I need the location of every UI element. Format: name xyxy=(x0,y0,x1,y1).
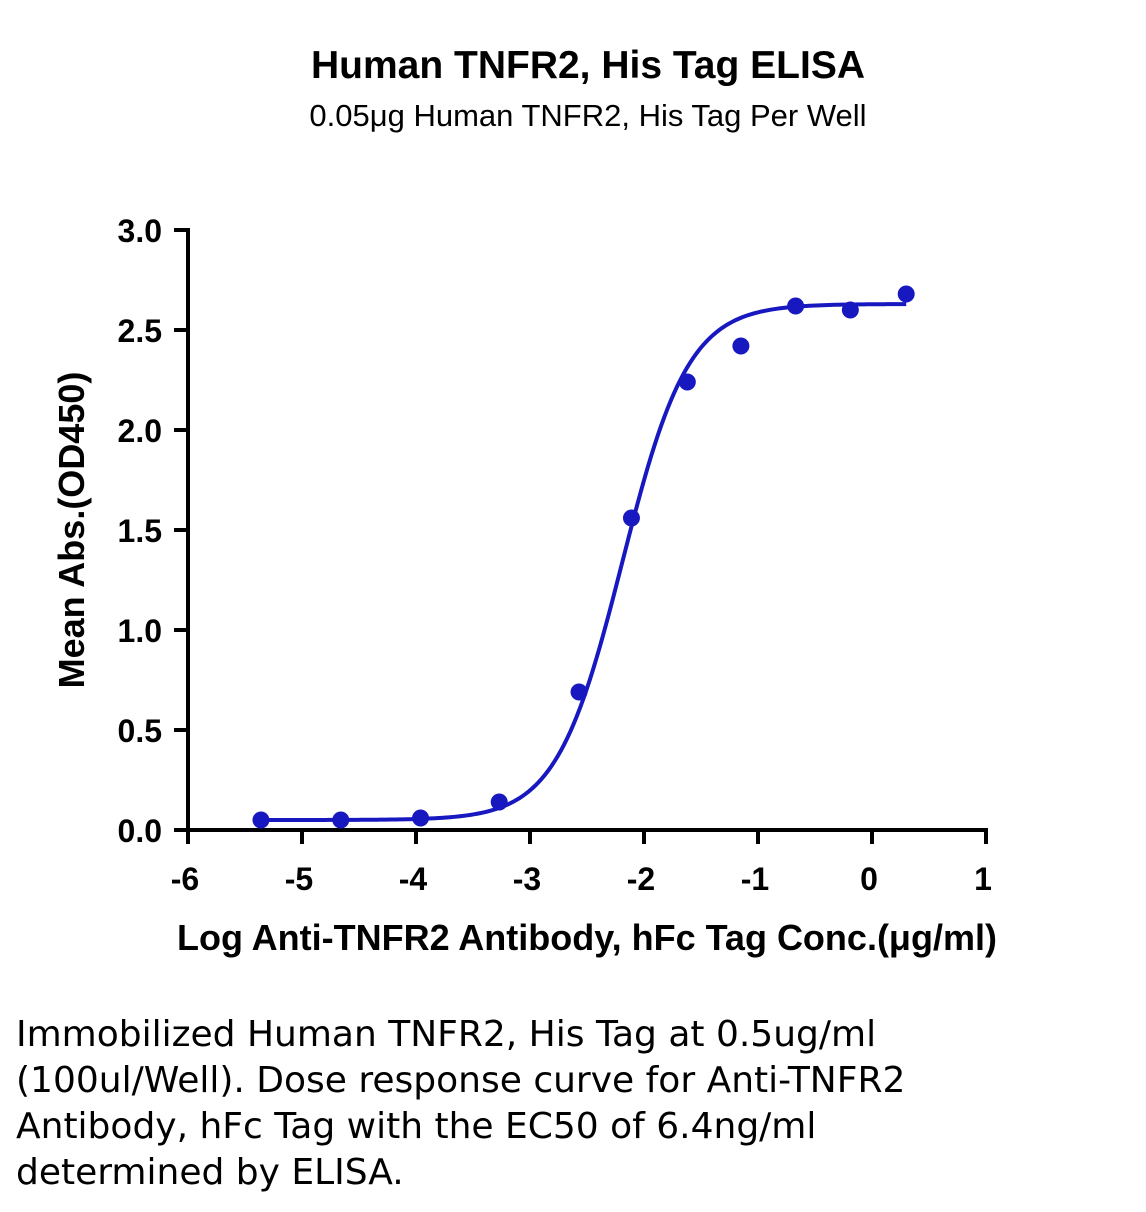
y-tick-label: 1.0 xyxy=(118,613,162,649)
ticks: -6 -5 -4 -3 -2 -1 0 1 0.0 0.5 1.0 1.5 2.0 2.5 3.0 xyxy=(118,213,992,897)
x-tick-label: -3 xyxy=(513,861,541,897)
data-point xyxy=(332,811,350,829)
y-tick-label: 3.0 xyxy=(118,213,162,249)
data-point xyxy=(732,337,750,355)
data-point xyxy=(252,811,270,829)
elisa-chart: -6 -5 -4 -3 -2 -1 0 1 0.0 0.5 1.0 1.5 2.0 2.5 3.0 Log … xyxy=(51,213,997,958)
caption-text: Immobilized Human TNFR2, His Tag at 0.5u… xyxy=(16,1014,906,1193)
x-tick-label: -1 xyxy=(741,861,769,897)
fit-curve xyxy=(260,302,907,822)
data-point xyxy=(841,301,859,319)
x-tick-label: -5 xyxy=(285,861,313,897)
y-axis-label: Mean Abs.(OD450) xyxy=(51,372,92,689)
chart-title: Human TNFR2, His Tag ELISA xyxy=(311,44,865,87)
x-tick-label: 1 xyxy=(974,861,992,897)
data-points xyxy=(252,285,915,829)
data-point xyxy=(490,793,508,811)
fit-curve-group xyxy=(260,302,907,822)
y-tick-label: 2.5 xyxy=(118,313,162,349)
axes xyxy=(186,228,988,832)
data-point xyxy=(678,373,696,391)
y-tick-label: 2.0 xyxy=(118,413,162,449)
x-tick-label: -2 xyxy=(627,861,655,897)
y-tick-label: 0.5 xyxy=(118,713,162,749)
data-point xyxy=(412,809,430,827)
x-tick-label: -6 xyxy=(171,861,199,897)
y-tick-label: 1.5 xyxy=(118,513,162,549)
data-point xyxy=(787,297,805,315)
x-tick-label: -4 xyxy=(399,861,428,897)
y-tick-label: 0.0 xyxy=(118,813,162,849)
data-point xyxy=(570,683,588,701)
x-tick-label: 0 xyxy=(860,861,878,897)
data-point xyxy=(622,509,640,527)
chart-subtitle: 0.05μg Human TNFR2, His Tag Per Well xyxy=(309,98,867,133)
x-axis-label: Log Anti-TNFR2 Antibody, hFc Tag Conc.(μ… xyxy=(177,917,997,958)
data-point xyxy=(897,285,915,303)
